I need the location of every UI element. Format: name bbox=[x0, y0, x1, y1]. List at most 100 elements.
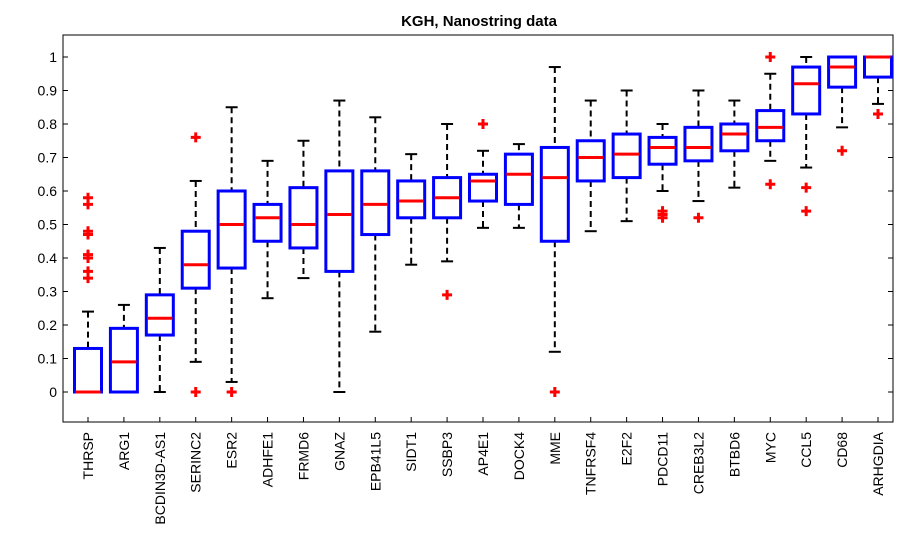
x-tick-label: ADHFE1 bbox=[260, 432, 276, 487]
box-arg1 bbox=[108, 303, 139, 394]
box-tnfrsf4 bbox=[575, 99, 606, 233]
iqr-box bbox=[827, 55, 858, 89]
iqr-box bbox=[108, 326, 139, 394]
x-tick-label: CCL5 bbox=[798, 432, 814, 468]
box-frmd6 bbox=[288, 139, 319, 280]
iqr-box bbox=[288, 186, 319, 250]
x-tick-label: TNFRSF4 bbox=[583, 432, 599, 495]
iqr-box bbox=[791, 65, 822, 116]
y-tick-label: 0.4 bbox=[38, 250, 58, 266]
plot-area-frame bbox=[62, 34, 894, 423]
box-epb41l5 bbox=[360, 116, 391, 333]
iqr-box bbox=[683, 125, 714, 163]
x-tick-label: AP4E1 bbox=[475, 432, 491, 476]
x-tick-label: MYC bbox=[762, 432, 778, 463]
y-tick-label: 0 bbox=[49, 384, 57, 400]
box-ccl5 bbox=[791, 56, 822, 217]
y-tick-label: 1 bbox=[49, 49, 57, 65]
box-btbd6 bbox=[719, 99, 750, 189]
box-pdcd11 bbox=[647, 123, 678, 223]
iqr-box bbox=[252, 202, 283, 243]
y-tick-label: 0.8 bbox=[38, 116, 58, 132]
box-sidt1 bbox=[396, 153, 427, 266]
box-creb3l2 bbox=[683, 89, 714, 223]
box-adhfe1 bbox=[252, 159, 283, 300]
outlier-marker bbox=[478, 119, 488, 129]
x-tick-label: DOCK4 bbox=[511, 432, 527, 480]
outlier-marker bbox=[693, 212, 704, 223]
y-tick-label: 0.6 bbox=[38, 183, 58, 199]
x-tick-label: ESR2 bbox=[224, 432, 240, 469]
outlier-marker bbox=[657, 206, 668, 217]
box-series bbox=[73, 52, 893, 397]
y-tick-label: 0.5 bbox=[38, 217, 58, 233]
iqr-box bbox=[324, 169, 355, 273]
x-tick-label: E2F2 bbox=[619, 432, 635, 466]
x-tick-label: CREB3L2 bbox=[690, 432, 706, 494]
iqr-box bbox=[647, 135, 678, 166]
x-axis: THRSP ARG1 BCDIN3D-AS1 SERINC2 ESR2 ADHFE1 FRM… bbox=[80, 417, 886, 525]
outlier-marker bbox=[873, 108, 883, 119]
box-bcdin3d-as1 bbox=[144, 246, 175, 393]
box-cd68 bbox=[827, 55, 858, 156]
iqr-box bbox=[216, 189, 247, 270]
outlier-marker bbox=[801, 182, 812, 193]
x-tick-label: SSBP3 bbox=[439, 432, 455, 477]
x-tick-label: FRMD6 bbox=[295, 432, 311, 480]
box-myc bbox=[755, 52, 786, 190]
box-mme bbox=[539, 66, 570, 397]
box-ssbp3 bbox=[432, 123, 463, 300]
box-arhgdia bbox=[863, 55, 893, 119]
outlier-marker bbox=[83, 192, 93, 203]
x-tick-label: ARHGDIA bbox=[870, 431, 886, 495]
iqr-box bbox=[539, 145, 570, 243]
outlier-marker bbox=[442, 289, 453, 300]
iqr-box bbox=[396, 179, 427, 220]
outlier-marker bbox=[190, 132, 201, 143]
box-ap4e1 bbox=[468, 119, 498, 229]
box-thrsp bbox=[73, 192, 103, 394]
iqr-box bbox=[719, 122, 750, 153]
outlier-marker bbox=[765, 179, 776, 190]
chart-title: KGH, Nanostring data bbox=[401, 13, 558, 30]
x-tick-label: BTBD6 bbox=[726, 432, 742, 477]
x-tick-label: CD68 bbox=[834, 432, 850, 468]
y-tick-label: 0.7 bbox=[38, 150, 58, 166]
iqr-box bbox=[468, 172, 498, 203]
x-tick-label: PDCD11 bbox=[655, 432, 671, 486]
outlier-marker bbox=[801, 206, 812, 217]
iqr-box bbox=[180, 229, 211, 290]
box-gnaz bbox=[324, 99, 355, 393]
x-tick-label: SERINC2 bbox=[188, 432, 204, 493]
y-tick-label: 0.3 bbox=[38, 284, 58, 300]
outlier-marker bbox=[226, 387, 237, 397]
iqr-box bbox=[611, 132, 642, 180]
box-serinc2 bbox=[180, 132, 211, 397]
box-dock4 bbox=[503, 143, 534, 229]
x-tick-label: MME bbox=[547, 432, 563, 465]
x-tick-label: SIDT1 bbox=[403, 432, 419, 472]
outlier-marker bbox=[765, 52, 776, 62]
iqr-box bbox=[360, 169, 391, 237]
x-tick-label: GNAZ bbox=[331, 432, 347, 471]
iqr-box bbox=[863, 55, 893, 79]
box-e2f2 bbox=[611, 89, 642, 223]
outlier-marker bbox=[549, 387, 560, 397]
outlier-marker bbox=[83, 226, 93, 237]
iqr-box bbox=[144, 293, 175, 337]
x-tick-label: ARG1 bbox=[116, 432, 132, 470]
outlier-marker bbox=[837, 145, 848, 156]
outlier-marker bbox=[190, 387, 201, 397]
iqr-box bbox=[503, 152, 534, 206]
iqr-box bbox=[575, 139, 606, 183]
y-axis: 0 0.1 0.2 0.3 0.4 0.5 0.6 0.7 0.8 0.9 1 bbox=[38, 49, 893, 400]
x-tick-label: BCDIN3D-AS1 bbox=[152, 432, 168, 525]
iqr-box bbox=[73, 346, 103, 394]
outlier-marker bbox=[83, 249, 93, 260]
box-esr2 bbox=[216, 106, 247, 397]
x-tick-label: THRSP bbox=[80, 432, 96, 479]
outlier-marker bbox=[83, 266, 93, 277]
x-tick-label: EPB41L5 bbox=[367, 432, 383, 491]
y-tick-label: 0.9 bbox=[38, 83, 58, 99]
